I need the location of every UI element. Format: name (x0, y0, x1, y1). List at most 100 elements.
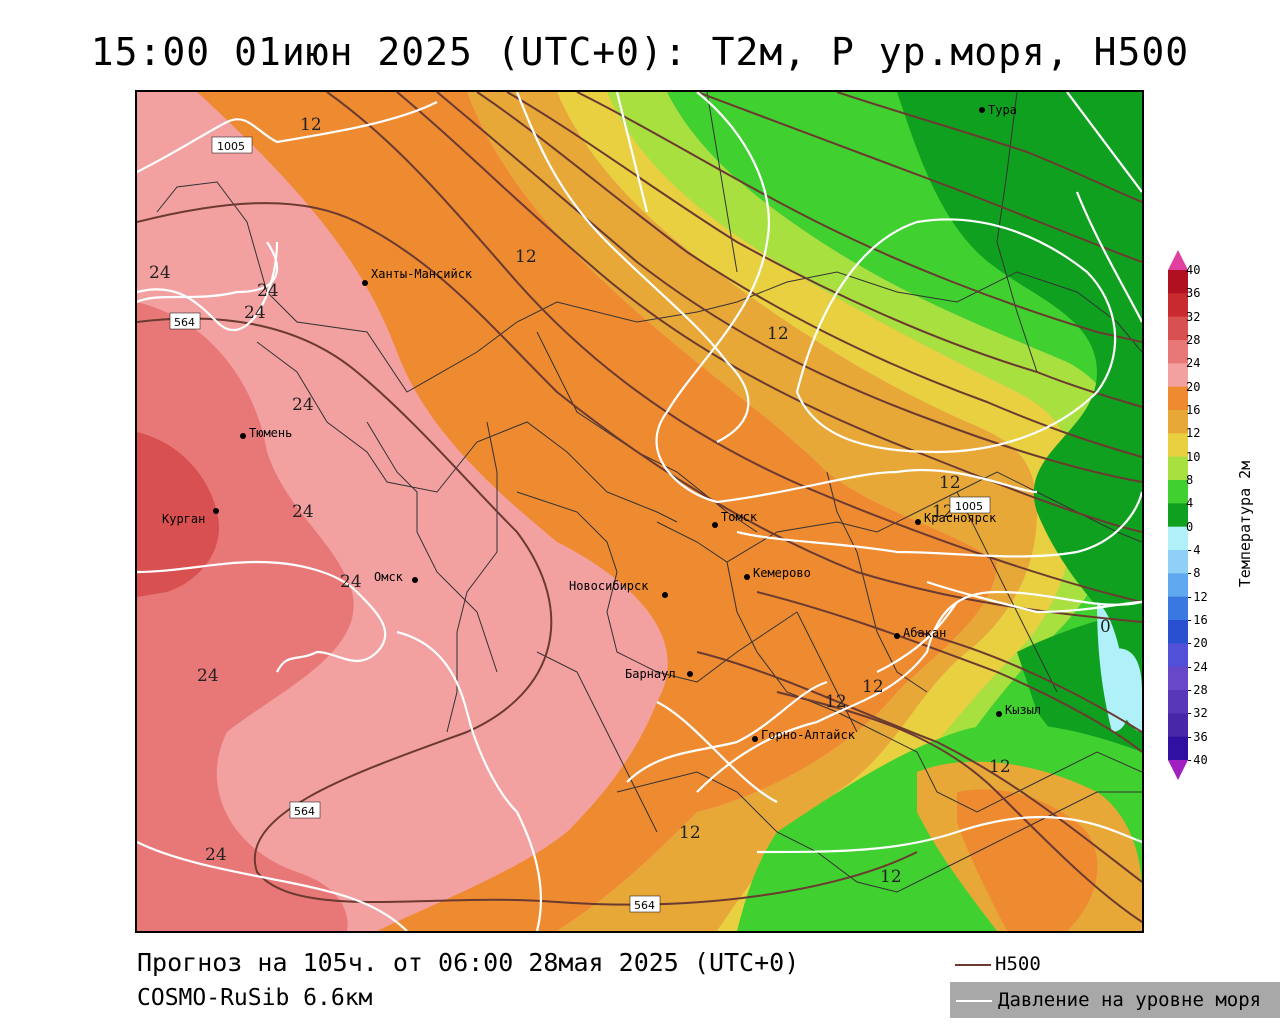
h500-label: 564 (294, 805, 315, 818)
city-abakan[interactable]: Абакан (894, 626, 946, 640)
colorbar-swatch (1168, 316, 1188, 341)
colorbar-swatch (1168, 690, 1188, 714)
colorbar-max-arrow (1168, 250, 1188, 270)
colorbar-tick-label: 16 (1186, 403, 1201, 417)
colorbar-tick-label: 10 (1186, 449, 1201, 464)
temp-label: 12 (767, 324, 789, 344)
colorbar-tick-label: -36 (1186, 729, 1208, 744)
temp-region-0-4 (897, 92, 1142, 652)
temp-label: 24 (244, 303, 266, 323)
city-khanty-mansiysk[interactable]: Ханты-Мансийск (362, 267, 473, 286)
colorbar-tick-label: 4 (1186, 496, 1194, 511)
temp-label: 12 (515, 247, 537, 267)
colorbar-tick-label: 20 (1186, 379, 1201, 394)
colorbar-swatch (1168, 550, 1188, 574)
colorbar-swatch (1168, 456, 1188, 481)
h500-line-icon (955, 963, 991, 966)
city-novosibirsk[interactable]: Новосибирск (569, 579, 668, 598)
colorbar-svg (1168, 250, 1188, 780)
colorbar-tick-label: 32 (1186, 309, 1201, 324)
temp-region-16-20 (197, 92, 997, 931)
city-omsk[interactable]: Омск (374, 570, 418, 584)
temp-label: 12 (862, 677, 884, 697)
svg-text:Красноярск: Красноярск (924, 511, 997, 525)
city-tyumen[interactable]: Тюмень (240, 426, 292, 440)
temp-label: 24 (205, 845, 227, 865)
city-kurgan[interactable]: Курган (162, 508, 219, 526)
map-title: 15:00 01июн 2025 (UTC+0): T2м, P ур.моря… (90, 30, 1190, 74)
temp-label: 24 (292, 395, 314, 415)
temp-label: 24 (340, 572, 362, 592)
pressure-label: 1005 (217, 140, 245, 153)
svg-text:Кызыл: Кызыл (1005, 703, 1041, 717)
h500-label: 564 (174, 316, 195, 329)
temp-region-4-8 (667, 92, 1142, 931)
map-canvas: 12 24 24 24 24 24 24 24 12 12 12 12 12 1… (137, 92, 1142, 931)
temp-label: 12 (300, 115, 322, 135)
colorbar-min-arrow (1168, 760, 1188, 780)
colorbar-swatch (1168, 433, 1188, 458)
colorbar-tick-label: -28 (1186, 683, 1208, 697)
city-barnaul[interactable]: Барнаул (625, 667, 693, 681)
colorbar-swatch (1168, 643, 1188, 668)
svg-text:Кемерово: Кемерово (753, 566, 811, 580)
colorbar-tick-label: -8 (1186, 566, 1201, 581)
svg-text:Томск: Томск (721, 510, 758, 524)
colorbar-tick-label: -24 (1186, 659, 1208, 674)
colorbar-tick-label: -40 (1186, 753, 1208, 767)
temp-label: 0 (1100, 617, 1111, 637)
colorbar-tick-label: 0 (1186, 519, 1194, 534)
colorbar-tick-label: 24 (1186, 356, 1201, 371)
colorbar-tick-label: 12 (1186, 426, 1201, 441)
forecast-info: Прогноз на 105ч. от 06:00 28мая 2025 (UT… (137, 948, 800, 977)
colorbar-title: Температура 2м (1236, 460, 1254, 588)
temp-region-12-16 (467, 92, 1037, 931)
city-gorno-altaysk[interactable]: Горно-Алтайск (752, 728, 856, 742)
temp-label: 12 (939, 473, 961, 493)
model-name: COSMO-RuSib 6.6км (137, 985, 373, 1011)
city-kemerovo[interactable]: Кемерово (744, 566, 811, 580)
colorbar-swatch (1168, 503, 1188, 528)
svg-text:Курган: Курган (162, 512, 205, 526)
colorbar-swatch (1168, 410, 1188, 434)
colorbar-swatch (1168, 573, 1188, 598)
colorbar-swatch (1168, 480, 1188, 504)
temperature-colorbar (1168, 250, 1188, 780)
svg-text:Барнаул: Барнаул (625, 667, 676, 681)
colorbar-tick-label: 28 (1186, 333, 1201, 347)
temp-region-24-28 (137, 302, 354, 931)
colorbar-tick-label: -4 (1186, 543, 1201, 557)
city-kyzyl[interactable]: Кызыл (996, 703, 1041, 717)
legend-h500: H500 (955, 953, 1041, 975)
temp-contour-labels: 12 24 24 24 24 24 24 24 12 12 12 12 12 1… (149, 115, 1111, 887)
boxed-labels: 1005 1005 564 564 564 (169, 136, 991, 913)
pressure-isobars (137, 92, 1142, 931)
colorbar-swatch (1168, 270, 1188, 294)
colorbar-swatch (1168, 386, 1188, 411)
colorbar-tick-label: 40 (1186, 263, 1201, 277)
svg-text:Новосибирск: Новосибирск (569, 579, 649, 593)
temp-label: 24 (149, 263, 171, 283)
temp-label: 12 (932, 502, 954, 522)
colorbar-tick-label: 8 (1186, 473, 1194, 487)
city-tura[interactable]: Тура (979, 103, 1017, 117)
colorbar-swatch (1168, 526, 1188, 551)
temp-label: 12 (679, 823, 701, 843)
svg-text:Тура: Тура (988, 103, 1017, 117)
temp-region-10-12 (557, 92, 1077, 931)
temp-label: 12 (880, 867, 902, 887)
colorbar-swatch (1168, 596, 1188, 621)
colorbar-tick-label: -32 (1186, 706, 1208, 721)
svg-text:Ханты-Мансийск: Ханты-Мансийск (371, 267, 473, 281)
colorbar-swatch (1168, 713, 1188, 738)
colorbar-swatch (1168, 620, 1188, 644)
svg-text:Омск: Омск (374, 570, 404, 584)
colorbar-tick-label: 36 (1186, 286, 1201, 301)
city-krasnoyarsk[interactable]: Красноярск (915, 511, 997, 525)
colorbar-swatch (1168, 340, 1188, 364)
city-tomsk[interactable]: Томск (712, 510, 758, 528)
colorbar-swatch (1168, 363, 1188, 388)
pressure-label: 1005 (955, 500, 983, 513)
colorbar-swatch (1168, 293, 1188, 318)
weather-map[interactable]: 12 24 24 24 24 24 24 24 12 12 12 12 12 1… (135, 90, 1144, 933)
